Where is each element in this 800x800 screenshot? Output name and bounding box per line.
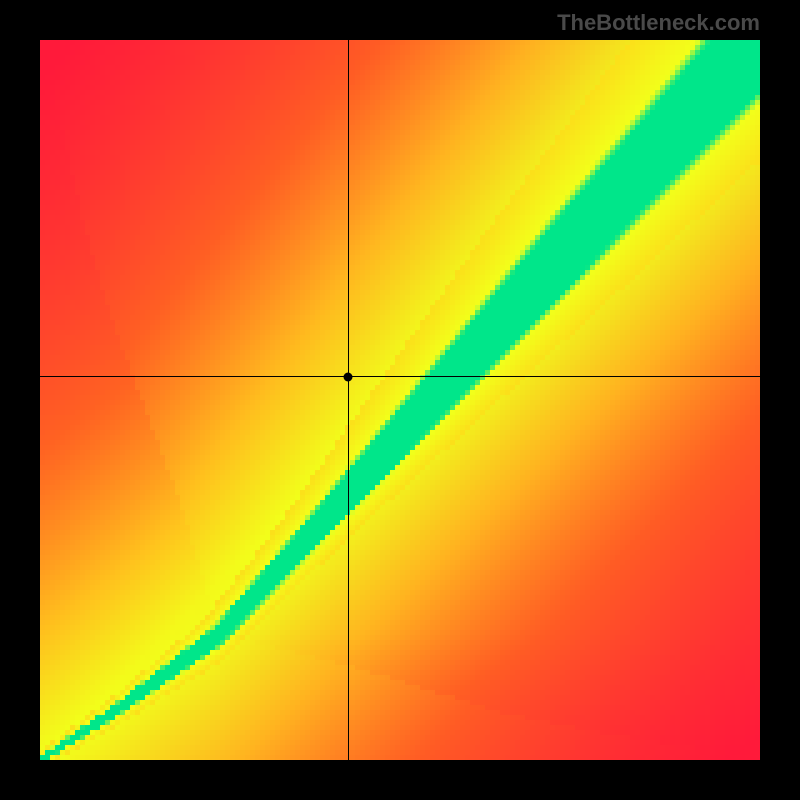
watermark-text: TheBottleneck.com bbox=[557, 10, 760, 36]
chart-container: TheBottleneck.com bbox=[0, 0, 800, 800]
heatmap-canvas bbox=[40, 40, 760, 760]
